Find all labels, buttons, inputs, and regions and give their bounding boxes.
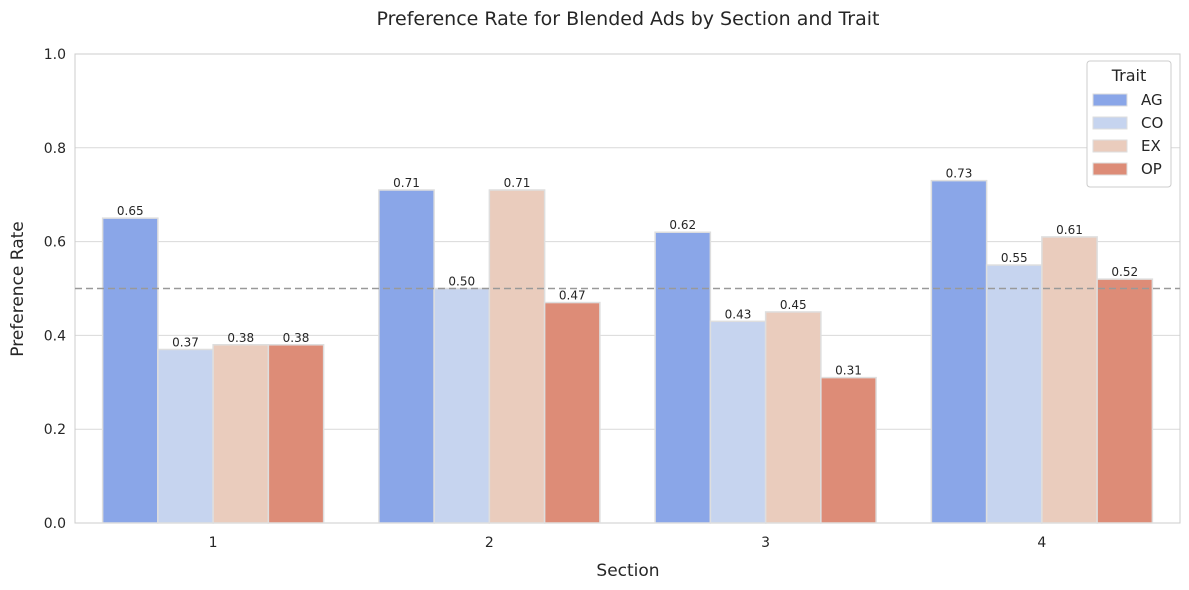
bar-value-label: 0.71	[504, 176, 531, 190]
legend-box	[1086, 60, 1172, 188]
bar-value-label: 0.45	[780, 298, 807, 312]
bar-value-label: 0.38	[283, 331, 310, 345]
bar-ex-section-3	[764, 311, 822, 524]
bar-value-label: 0.50	[448, 275, 475, 289]
y-tick-label: 0.6	[44, 235, 66, 251]
y-tick-label: 0.2	[44, 422, 66, 438]
bar-op-section-4	[1096, 278, 1154, 524]
bar-ag-section-3	[654, 231, 712, 524]
bar-op-section-2	[543, 301, 601, 524]
bar-op-section-1	[267, 344, 325, 524]
x-tick-label: 3	[761, 535, 770, 551]
bar-ex-section-4	[1041, 236, 1098, 524]
bar-value-label: 0.38	[227, 331, 254, 345]
bar-value-label: 0.71	[393, 176, 420, 190]
chart-title: Preference Rate for Blended Ads by Secti…	[377, 8, 880, 30]
y-tick-label: 0.8	[44, 141, 66, 157]
bars	[101, 179, 1154, 524]
bar-value-label: 0.73	[946, 167, 973, 181]
y-tick-label: 0.4	[44, 328, 66, 344]
bar-value-label: 0.31	[835, 364, 862, 378]
x-axis-label: Section	[596, 561, 659, 581]
bar-ex-section-2	[488, 189, 546, 524]
legend-swatch-co	[1092, 116, 1128, 130]
legend-label-op: OP	[1141, 160, 1162, 178]
bar-value-label: 0.65	[117, 204, 144, 218]
data-labels: 0.65 0.71 0.62 0.73 0.37 0.50 0.43 0.55 0.38 0.71…	[117, 167, 1138, 378]
y-tick-label: 1.0	[44, 47, 66, 63]
y-axis-label: Preference Rate	[8, 221, 28, 357]
bar-co-section-1	[157, 348, 214, 524]
bar-ag-section-2	[378, 189, 435, 524]
bar-co-section-3	[709, 320, 767, 524]
legend-label-ex: EX	[1141, 137, 1161, 155]
bar-ag-section-4	[930, 179, 988, 524]
y-axis-ticks: 0.0 0.2 0.4 0.6 0.8 1.0	[44, 47, 66, 532]
y-tick-label: 0.0	[44, 516, 66, 532]
bar-value-label: 0.47	[559, 289, 586, 303]
bar-value-label: 0.55	[1001, 251, 1028, 265]
bar-value-label: 0.52	[1111, 265, 1138, 279]
bar-ex-section-1	[212, 344, 270, 524]
legend-swatch-op	[1092, 162, 1128, 176]
legend-title: Trait	[1111, 66, 1147, 85]
legend-label-ag: AG	[1141, 91, 1163, 109]
x-tick-label: 1	[209, 535, 218, 551]
bar-value-label: 0.37	[172, 335, 199, 349]
bar-value-label: 0.43	[725, 307, 752, 321]
bar-co-section-2	[433, 287, 491, 524]
x-tick-label: 2	[485, 535, 494, 551]
bar-op-section-3	[820, 376, 877, 524]
legend: Trait AG CO EX OP	[1086, 60, 1172, 188]
legend-swatch-ex	[1092, 139, 1128, 153]
x-axis-ticks: 1 2 3 4	[209, 535, 1047, 551]
legend-label-co: CO	[1141, 114, 1163, 132]
bar-value-label: 0.62	[669, 218, 696, 232]
x-tick-label: 4	[1037, 535, 1046, 551]
bar-ag-section-1	[101, 217, 159, 524]
bar-value-label: 0.61	[1056, 223, 1083, 237]
legend-swatch-ag	[1092, 93, 1128, 107]
bar-co-section-4	[985, 264, 1043, 524]
